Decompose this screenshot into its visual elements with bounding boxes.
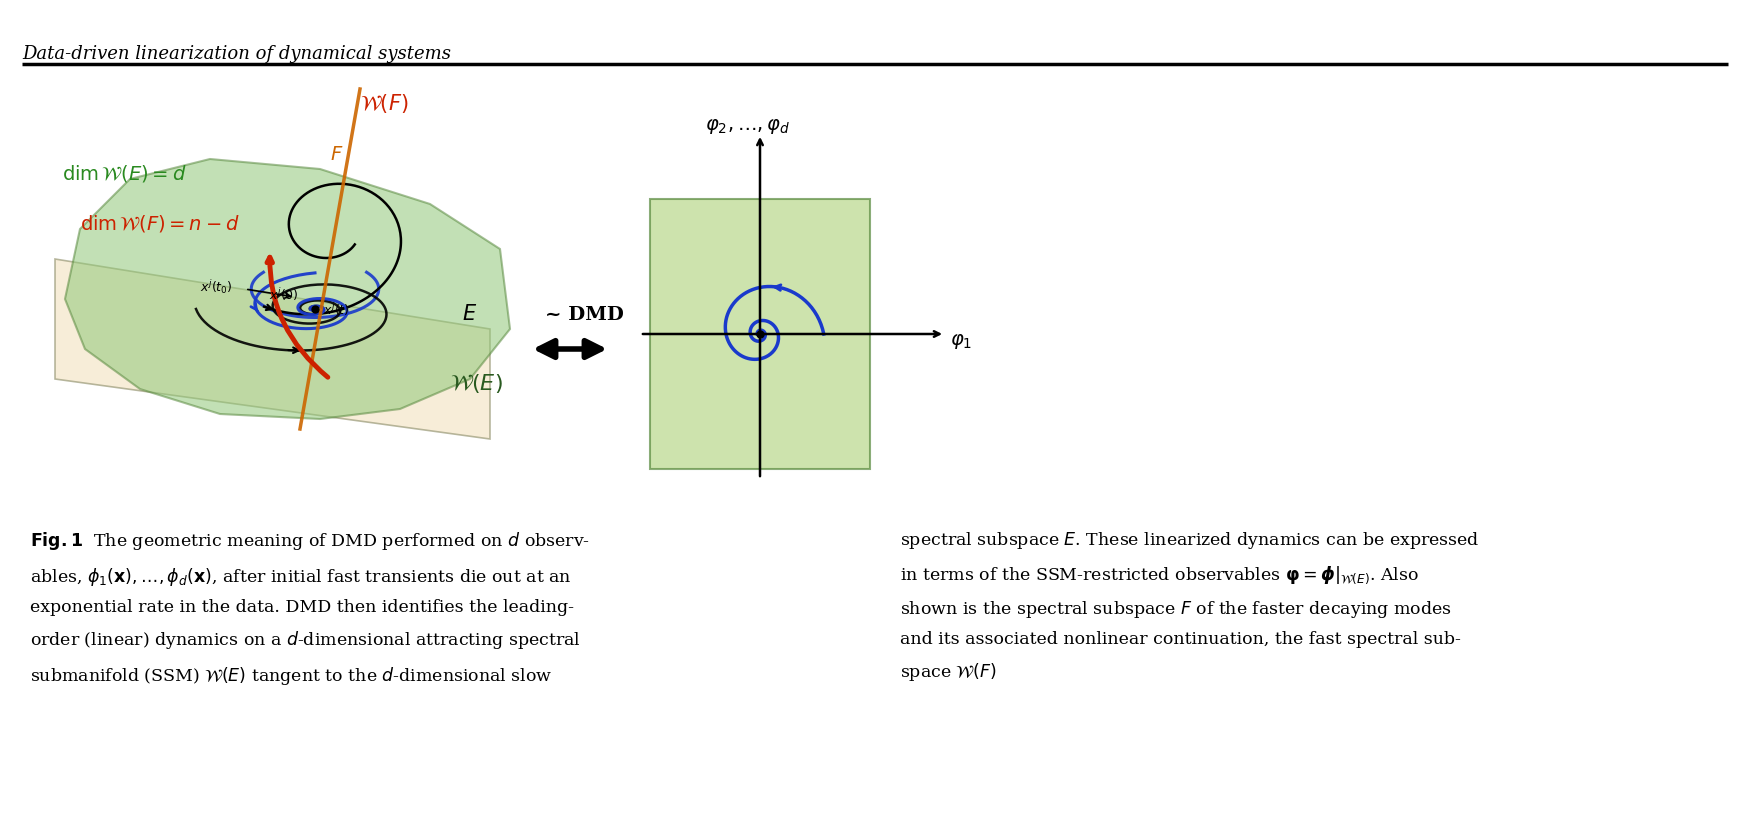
Text: $\varphi_1$: $\varphi_1$ bbox=[950, 332, 973, 351]
Text: $\mathcal{W}(F)$: $\mathcal{W}(F)$ bbox=[360, 92, 408, 115]
Text: $x^j(t_0)$: $x^j(t_0)$ bbox=[200, 278, 233, 296]
Text: $F$: $F$ bbox=[331, 146, 343, 164]
Polygon shape bbox=[54, 260, 490, 440]
Text: $\varphi_2, \ldots, \varphi_d$: $\varphi_2, \ldots, \varphi_d$ bbox=[705, 117, 791, 136]
Text: spectral subspace $E$. These linearized dynamics can be expressed
in terms of th: spectral subspace $E$. These linearized … bbox=[900, 529, 1479, 682]
Polygon shape bbox=[65, 160, 509, 419]
Text: $\mathcal{W}(E)$: $\mathcal{W}(E)$ bbox=[450, 372, 502, 395]
Text: $E$: $E$ bbox=[462, 304, 478, 324]
Text: ~ DMD: ~ DMD bbox=[544, 305, 625, 324]
Text: $x^j(t)$: $x^j(t)$ bbox=[324, 301, 350, 318]
Text: Data-driven linearization of dynamical systems: Data-driven linearization of dynamical s… bbox=[23, 45, 452, 63]
Text: $\mathbf{Fig. 1}$  The geometric meaning of DMD performed on $d$ observ-
ables, : $\mathbf{Fig. 1}$ The geometric meaning … bbox=[30, 529, 590, 686]
Text: $x^j(0)$: $x^j(0)$ bbox=[270, 285, 299, 302]
FancyBboxPatch shape bbox=[649, 200, 870, 469]
Text: $\dim \mathcal{W}(F) = n - d$: $\dim \mathcal{W}(F) = n - d$ bbox=[80, 213, 240, 234]
Text: $\dim \mathcal{W}(E) = d$: $\dim \mathcal{W}(E) = d$ bbox=[61, 163, 187, 184]
